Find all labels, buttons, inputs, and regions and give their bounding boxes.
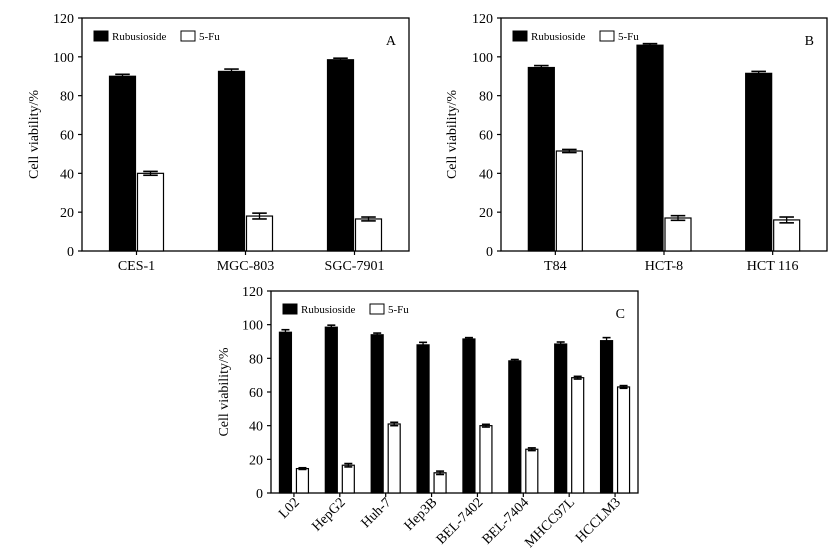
panel-a-legend-swatch-rubusioside [93,30,109,42]
panel-b-panel-label: B [805,34,814,49]
panel-b: 0 20 40 60 80 100 120 Cell viability/% T84 HCT-8 H… [445,12,828,274]
panel-b-bar-rubusioside-0 [527,66,555,252]
panel-c-bar-rubusioside-7 [599,340,614,494]
panel-b-bar-rubusioside-1 [636,44,664,252]
panel-c-bar-5fu-2 [387,423,401,494]
panel-c-bar-rubusioside-2 [370,334,384,494]
panel-a-ytick-label: 120 [53,12,74,27]
panel-c-bar-rubusioside-6 [554,343,568,494]
panel-c-panel-label: C [616,307,625,322]
panel-c-ytick-label: 120 [242,285,263,300]
panel-b-legend-label-5fu: 5-Fu [618,31,639,43]
panel-c-bar-5fu-3 [433,472,447,494]
panel-c-bar-5fu-5 [525,448,539,494]
panel-c-bar-rubusioside-4 [462,338,476,494]
panel-c-ytick-label: 20 [249,453,263,468]
panel-b-category-label: HCT 116 [747,259,799,274]
panel-a-panel-label: A [386,34,397,49]
panel-c-bar-5fu-7 [616,386,631,494]
panel-a-ytick-label: 60 [60,129,74,144]
panel-a-ytick-label: 100 [53,51,74,66]
panel-c-category-label: L02 [276,495,303,522]
panel-a-bar-rubusioside-0 [108,75,137,252]
panel-c-bar-rubusioside-3 [416,344,430,494]
panel-a-category-label: CES-1 [118,259,155,274]
panel-c-category-label: BEL-7402 [434,495,486,547]
panel-b-ylabel: Cell viability/% [445,90,460,179]
panel-b-bar-5fu-2 [773,219,801,252]
panel-c-bar-5fu-4 [479,425,493,494]
panel-a-bar-5fu-0 [136,172,165,252]
panel-b-ytick-label: 100 [472,51,493,66]
panel-c-bar-rubusioside-1 [324,326,338,494]
panel-c-category-label: HepG2 [309,495,348,534]
panel-c-bar-5fu-1 [341,464,355,494]
panel-b-ytick-label: 60 [479,129,493,144]
panel-c-bar-rubusioside-5 [508,360,522,494]
panel-c-legend-label-5fu: 5-Fu [388,304,409,316]
panel-a-ytick-label: 40 [60,167,74,182]
panel-c-bar-rubusioside-0 [278,331,293,494]
panel-a-ylabel: Cell viability/% [27,90,42,179]
panel-a-bar-rubusioside-1 [217,70,246,252]
panel-b-bar-5fu-0 [555,150,583,252]
panel-a-ytick-label: 80 [60,90,74,105]
panel-b-ytick-label: 80 [479,90,493,105]
panel-c-ytick-label: 80 [249,352,263,367]
panel-c-bar-5fu-0 [295,467,310,494]
panel-b-legend-label-rubusioside: Rubusioside [531,31,586,43]
panel-b-category-label: T84 [544,259,567,274]
panel-b-ytick-label: 0 [486,245,493,260]
panel-a-category-label: SGC-7901 [325,259,385,274]
panel-a-ytick-label: 20 [60,206,74,221]
panel-c-category-label: HCCLM3 [573,495,624,546]
panel-a-legend-label-rubusioside: Rubusioside [112,31,167,43]
panel-c-ytick-label: 60 [249,386,263,401]
panel-b-bar-rubusioside-2 [745,72,773,252]
panel-c-ylabel: Cell viability/% [217,347,232,436]
panel-a: 0 20 40 60 80 100 120 Cell viability/% CES-1 MGC-… [27,12,410,274]
panel-c-category-label: MHCC97L [522,495,578,551]
panel-a-category-label: MGC-803 [217,259,275,274]
panel-c-ytick-label: 0 [256,487,263,502]
panel-c-category-label: Huh-7 [359,495,395,531]
panel-a-legend-swatch-5fu [180,30,196,42]
panel-b-bar-5fu-1 [664,217,692,252]
panel-a-legend-label-5fu: 5-Fu [199,31,220,43]
panel-c: 0 20 40 60 80 100 120 Cell viability/% L02 HepG2 H… [217,285,639,551]
panel-c-bar-5fu-6 [571,377,585,494]
panel-b-ytick-label: 20 [479,206,493,221]
panel-a-ytick-label: 0 [67,245,74,260]
panel-a-bar-rubusioside-2 [326,59,355,252]
panel-a-bar-5fu-1 [245,215,274,252]
panel-c-category-label: Hep3B [402,495,441,534]
panel-b-ytick-label: 40 [479,167,493,182]
panel-b-legend-swatch-5fu [599,30,615,42]
panel-a-bar-5fu-2 [354,218,383,252]
panel-c-ytick-label: 40 [249,420,263,435]
panel-b-category-label: HCT-8 [645,259,683,274]
panel-c-legend-swatch-5fu [369,303,385,315]
panel-c-ytick-label: 100 [242,319,263,334]
panel-b-ytick-label: 120 [472,12,493,27]
panel-c-legend-swatch-rubusioside [282,303,298,315]
panel-c-legend-label-rubusioside: Rubusioside [301,304,356,316]
panel-b-legend-swatch-rubusioside [512,30,528,42]
